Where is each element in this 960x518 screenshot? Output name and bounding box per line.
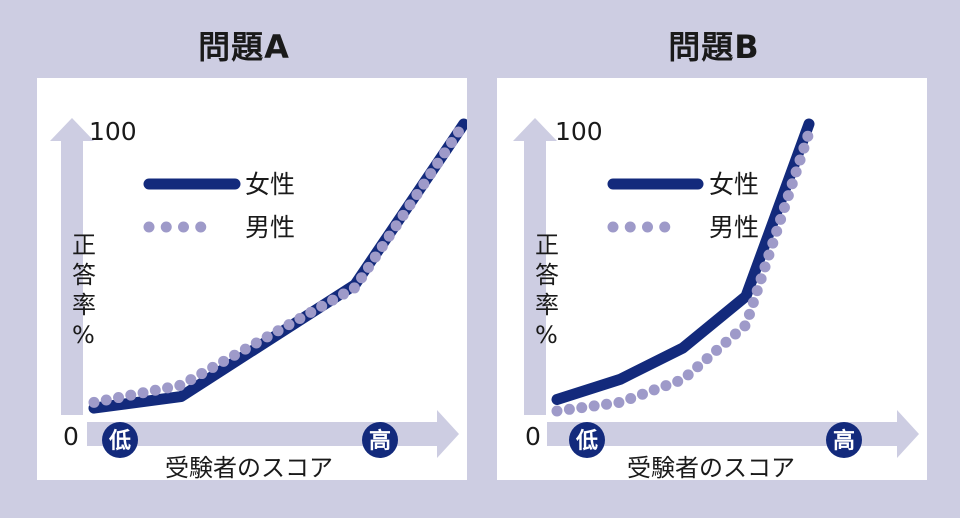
- x-high-badge: 高: [362, 422, 398, 458]
- x-axis-arrow: [87, 410, 459, 458]
- x-axis-label: 受験者のスコア: [165, 454, 333, 480]
- legend-label-female: 女性: [709, 170, 759, 199]
- x-low-label: 低: [108, 429, 131, 454]
- legend: 女性 男性: [607, 170, 759, 242]
- y-axis-label: 正 答 率 %: [535, 231, 567, 349]
- y-tick-100: 100: [89, 117, 137, 146]
- x-low-label: 低: [575, 429, 598, 454]
- y-tick-100: 100: [555, 117, 603, 146]
- series-line-male: [88, 118, 467, 408]
- y-tick-0: 0: [63, 422, 79, 451]
- legend-label-female: 女性: [245, 170, 295, 199]
- chart-a: 100 0 正 答 率 % 受験者のスコア 低 高 女性 男性: [50, 117, 467, 480]
- series-line-female: [551, 118, 815, 405]
- legend-label-male: 男性: [245, 213, 295, 242]
- chart-b: 100 0 正 答 率 % 受験者のスコア 低 高 女性 男性: [513, 117, 919, 480]
- chart-panel-b: 100 0 正 答 率 % 受験者のスコア 低 高 女性 男性: [497, 78, 927, 480]
- y-axis-arrow: [50, 118, 94, 415]
- plot-area: [551, 118, 815, 417]
- series-line-male: [551, 127, 815, 417]
- panel-title-a: 問題A: [198, 28, 290, 66]
- chart-panel-a: 100 0 正 答 率 % 受験者のスコア 低 高 女性 男性: [37, 78, 467, 480]
- legend-label-male: 男性: [709, 213, 759, 242]
- x-low-badge: 低: [102, 422, 138, 458]
- y-axis-arrow: [513, 118, 557, 415]
- legend: 女性 男性: [143, 170, 295, 242]
- x-axis-label: 受験者のスコア: [627, 454, 795, 480]
- y-axis-label: 正 答 率 %: [72, 231, 104, 349]
- panel-title-b: 問題B: [668, 28, 760, 66]
- y-tick-0: 0: [525, 422, 541, 451]
- plot-area: [88, 118, 467, 414]
- x-high-label: 高: [833, 428, 855, 454]
- x-high-label: 高: [369, 428, 391, 454]
- x-low-badge: 低: [569, 422, 605, 458]
- series-line-female: [88, 118, 467, 414]
- x-high-badge: 高: [826, 422, 862, 458]
